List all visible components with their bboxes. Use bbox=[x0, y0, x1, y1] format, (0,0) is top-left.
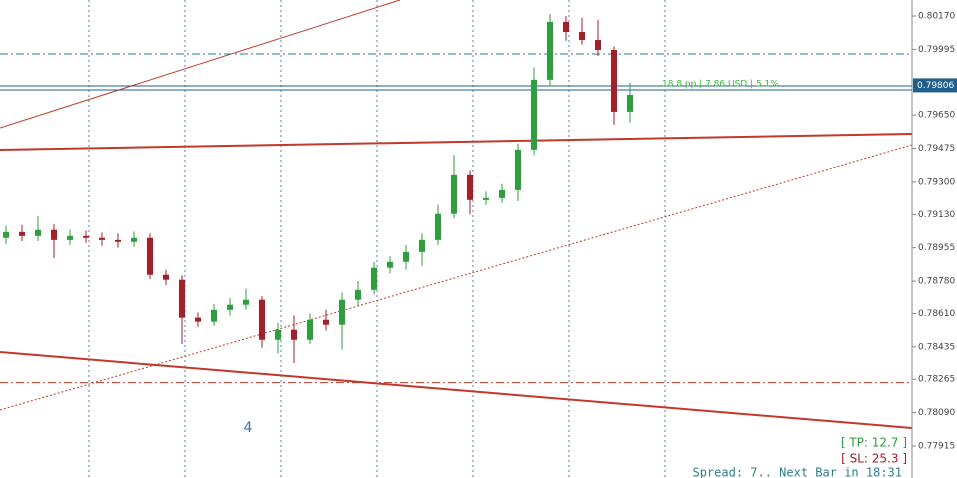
candle-body bbox=[243, 299, 249, 305]
candle-body bbox=[307, 319, 313, 340]
candle-body bbox=[563, 21, 569, 33]
candle-body bbox=[19, 231, 25, 236]
candle-body bbox=[3, 231, 9, 238]
levels bbox=[0, 53, 912, 384]
candle-body bbox=[227, 304, 233, 310]
candle-body bbox=[179, 279, 185, 318]
trendline bbox=[0, 0, 401, 129]
y-tick-label: 0.78090 bbox=[918, 408, 955, 418]
candle-body bbox=[211, 309, 217, 322]
candle-body bbox=[627, 94, 633, 112]
trendlines bbox=[0, 0, 913, 429]
candle-body bbox=[387, 261, 393, 268]
candle-body bbox=[579, 32, 585, 41]
candle-body bbox=[67, 235, 73, 240]
y-tick-label: 0.79475 bbox=[918, 144, 955, 154]
candle-body bbox=[163, 274, 169, 280]
candle-body bbox=[371, 267, 377, 290]
y-tick-label: 0.78435 bbox=[918, 342, 955, 352]
candle-body bbox=[419, 239, 425, 252]
y-tick-label: 0.79300 bbox=[918, 177, 955, 187]
y-tick-label: 0.78780 bbox=[918, 277, 955, 287]
candle-body bbox=[195, 317, 201, 322]
current-price-label: 0.79806 bbox=[917, 81, 954, 91]
position-info: 18.8 pp | 7.86 USD | 5.1% bbox=[662, 80, 779, 90]
candle-body bbox=[35, 229, 41, 236]
candle-body bbox=[611, 49, 617, 112]
candle-body bbox=[51, 229, 57, 240]
candle-body bbox=[323, 319, 329, 325]
y-tick-label: 0.79130 bbox=[918, 210, 955, 220]
candle-body bbox=[483, 197, 489, 200]
candle-body bbox=[435, 213, 441, 240]
candle-body bbox=[499, 189, 505, 198]
wave-label: 4 bbox=[244, 420, 253, 436]
candle-body bbox=[99, 237, 105, 240]
candle-body bbox=[83, 235, 89, 238]
candles bbox=[3, 14, 633, 364]
candle-body bbox=[531, 79, 537, 150]
y-tick-label: 0.78610 bbox=[918, 309, 955, 319]
candle-body bbox=[451, 174, 457, 214]
candle-body bbox=[547, 21, 553, 80]
take-profit: [ TP: 12.7 ] bbox=[841, 436, 907, 450]
candle-body bbox=[291, 329, 297, 340]
y-tick-label: 0.78265 bbox=[918, 375, 955, 385]
candle-body bbox=[403, 251, 409, 262]
candle-body bbox=[339, 299, 345, 325]
y-tick-label: 0.78955 bbox=[918, 243, 955, 253]
current-price-box bbox=[913, 78, 957, 93]
y-tick-label: 0.77915 bbox=[918, 441, 955, 451]
candle-body bbox=[131, 237, 137, 242]
candle-body bbox=[147, 237, 153, 275]
candle-body bbox=[275, 329, 281, 340]
candle-body bbox=[259, 299, 265, 340]
y-tick-label: 0.79650 bbox=[918, 111, 955, 121]
trendline bbox=[0, 133, 913, 151]
price-axis: 0.80170 0.79995 0.79650 0.79475 0.79300 0.791… bbox=[912, 12, 957, 451]
candle-body bbox=[515, 149, 521, 190]
y-tick-label: 0.80170 bbox=[918, 12, 955, 22]
candle-body bbox=[355, 289, 361, 300]
candle-body bbox=[115, 239, 121, 242]
stop-loss: [ SL: 25.3 ] bbox=[841, 452, 907, 466]
candle-body bbox=[595, 40, 601, 50]
status-text: Spread: 7.. Next Bar in 18:31 bbox=[692, 466, 902, 478]
candle-body bbox=[467, 174, 473, 200]
trendline bbox=[0, 351, 913, 429]
y-tick-label: 0.79995 bbox=[918, 45, 955, 55]
